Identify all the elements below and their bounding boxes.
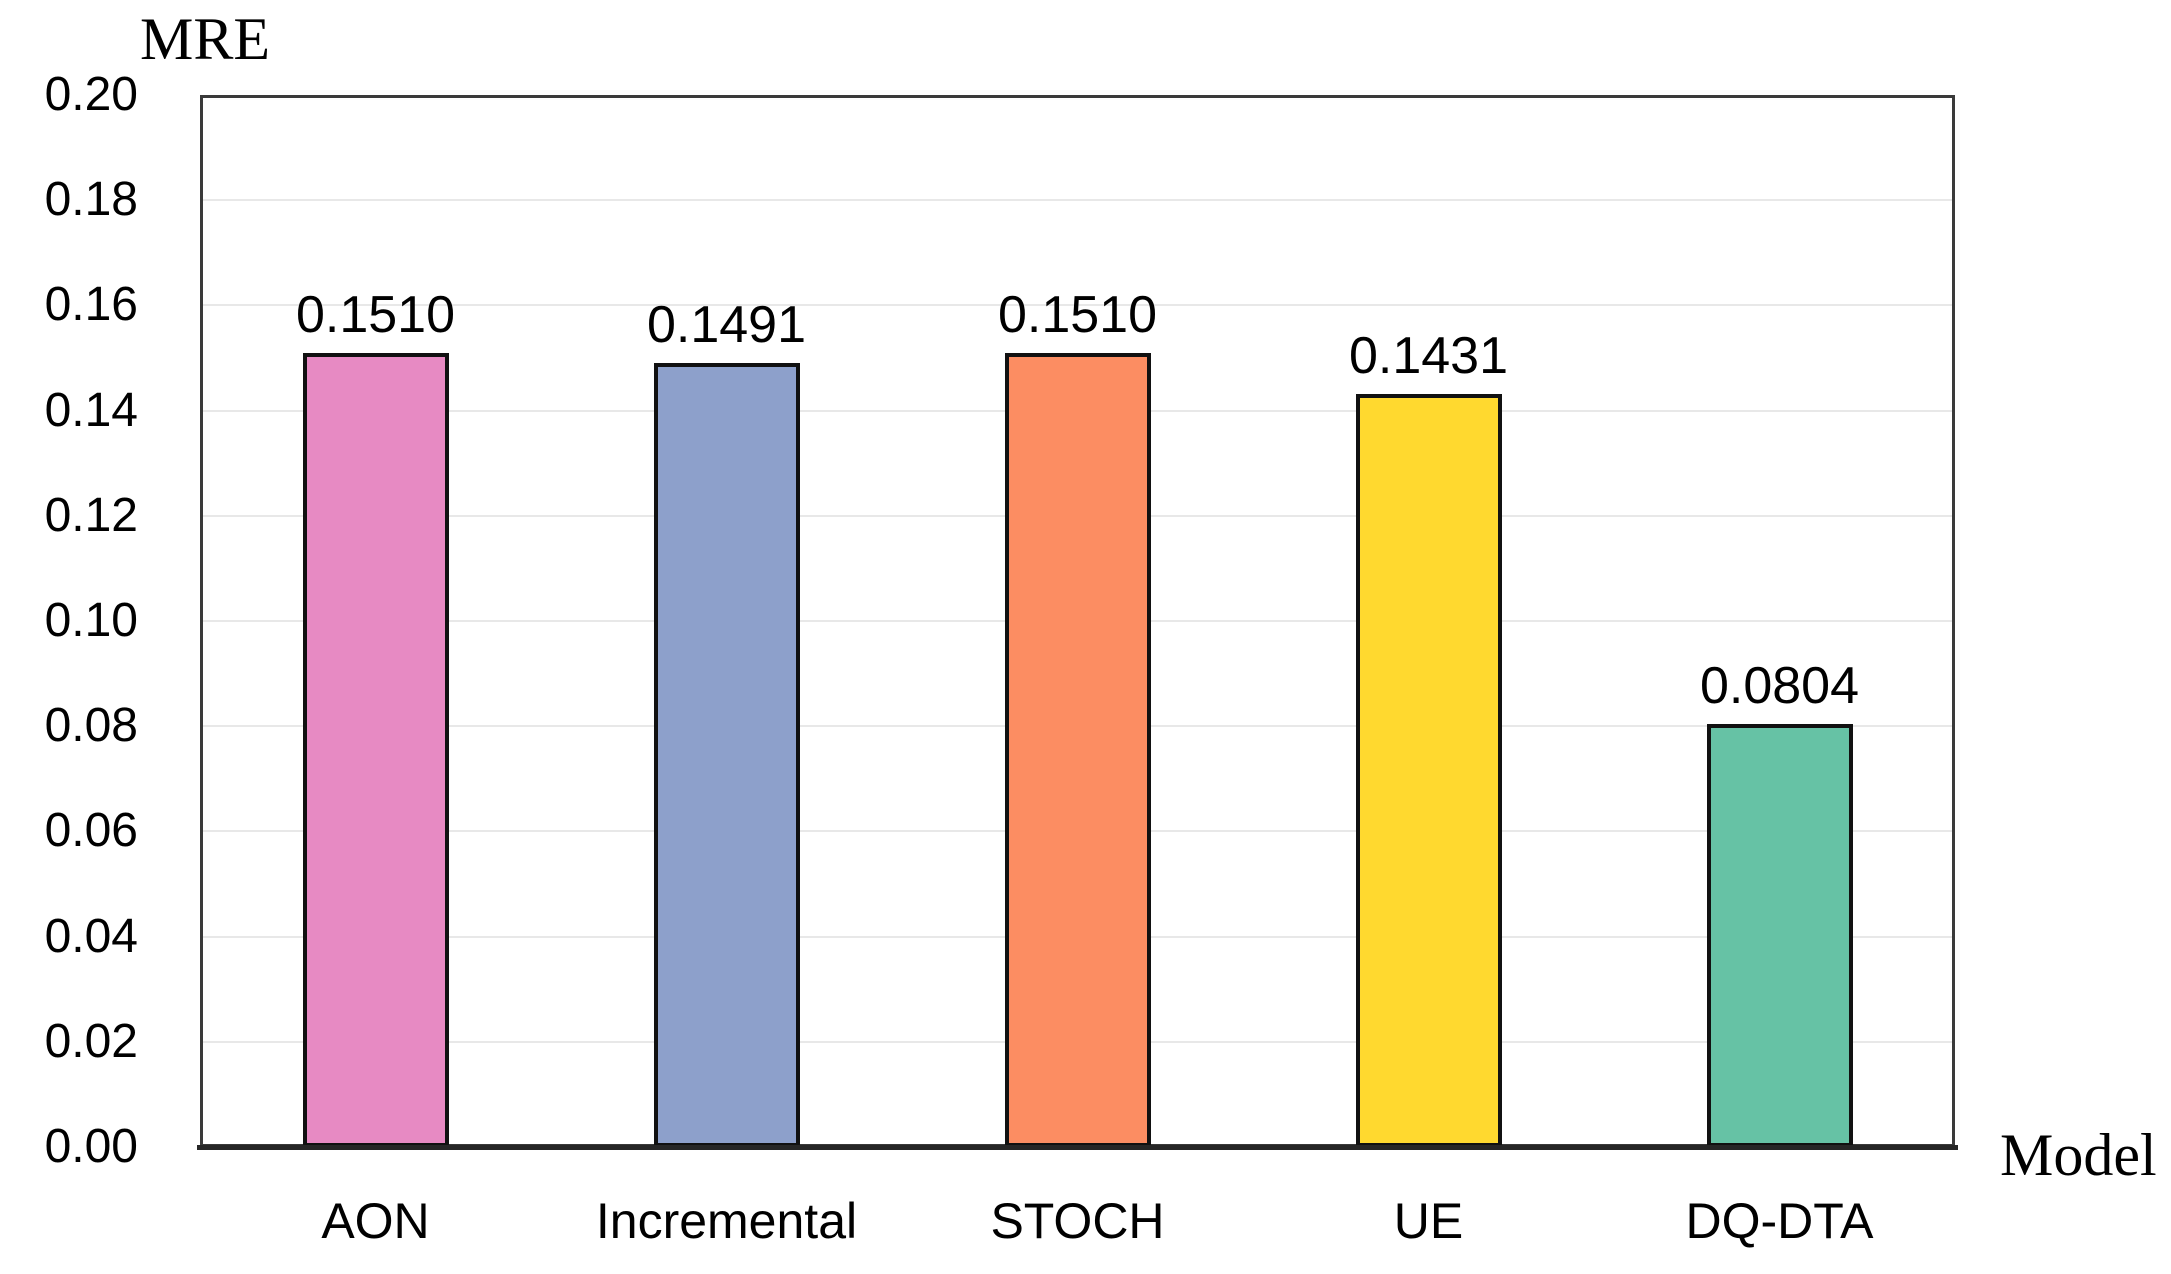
- bar-incremental: [653, 362, 800, 1147]
- y-tick-label: 0.08: [44, 699, 138, 753]
- y-tick-label: 0.00: [44, 1120, 138, 1173]
- category-label-stoch: STOCH: [990, 1193, 1165, 1249]
- bar-dq-dta: [1706, 724, 1853, 1147]
- category-label-aon: AON: [321, 1193, 430, 1249]
- category-label-incremental: Incremental: [595, 1193, 858, 1249]
- y-axis-title: MRE: [140, 6, 271, 72]
- bar-ue: [1355, 394, 1502, 1147]
- y-tick-label: 0.18: [44, 173, 138, 227]
- y-tick-label: 0.10: [44, 594, 138, 647]
- x-axis-line: [197, 1145, 1958, 1150]
- gridline: [200, 304, 1955, 307]
- gridline: [200, 199, 1955, 202]
- bar-stoch: [1004, 352, 1151, 1147]
- bar-value-label: 0.1491: [646, 295, 807, 354]
- bar-value-label: 0.1510: [295, 285, 456, 344]
- y-tick-label: 0.14: [44, 383, 138, 437]
- bar-value-label: 0.1510: [997, 285, 1158, 344]
- bar-aon: [302, 352, 449, 1147]
- y-tick-label: 0.02: [44, 1014, 138, 1068]
- bar-value-label: 0.0804: [1699, 657, 1860, 716]
- y-tick-label: 0.16: [44, 278, 138, 332]
- x-axis-title: Model: [2000, 1122, 2157, 1188]
- y-tick-label: 0.04: [44, 909, 138, 963]
- y-tick-label: 0.06: [44, 804, 138, 858]
- bar-value-label: 0.1431: [1348, 327, 1509, 386]
- category-label-ue: UE: [1393, 1193, 1464, 1249]
- y-tick-label: 0.20: [44, 68, 138, 121]
- y-tick-label: 0.12: [44, 488, 138, 542]
- category-label-dq-dta: DQ-DTA: [1685, 1193, 1874, 1249]
